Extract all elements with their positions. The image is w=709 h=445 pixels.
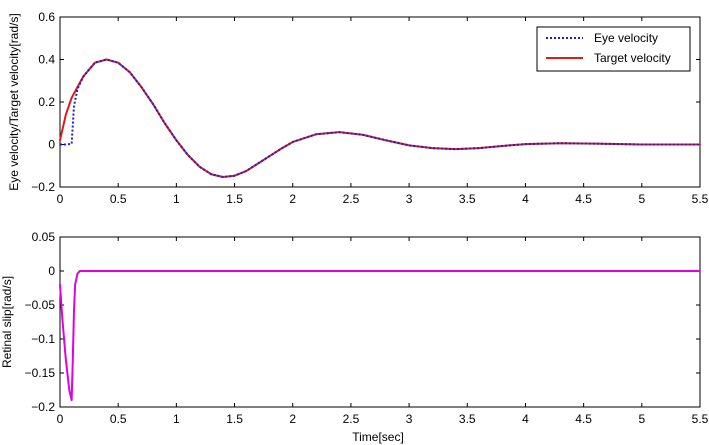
top-y-tick-label: 0.2 [38, 95, 55, 109]
top-y-tick-label: 0.6 [38, 10, 55, 24]
top-y-tick-label: 0.4 [38, 53, 55, 67]
top-x-tick-label: 3.5 [459, 192, 476, 206]
bottom-plot-ylabel: Retinal slip[rad/s] [0, 276, 14, 368]
bottom-series-line-0 [59, 270, 701, 402]
bottom-plot-area [59, 236, 701, 408]
legend-box [536, 26, 691, 72]
bottom-y-tick-label: −0.1 [31, 332, 55, 346]
bottom-y-tick-label: −0.05 [25, 298, 56, 312]
bottom-plot-xlabel: Time[sec] [352, 430, 404, 444]
top-x-tick-label: 5 [638, 192, 645, 206]
legend-label-eye-velocity: Eye velocity [594, 31, 658, 45]
bottom-x-tick-label: 2 [289, 412, 296, 426]
bottom-y-tick-label: 0 [48, 264, 55, 278]
top-x-tick-label: 4 [522, 192, 529, 206]
bottom-plot: 0 0.5 1 1.5 2 2.5 3 3.5 4 4.5 5 5.5 −0.2 −0.15 −0.1 −0.… [0, 230, 709, 444]
bottom-y-tick-label: 0.05 [32, 230, 56, 244]
bottom-x-tick-label: 4.5 [575, 412, 592, 426]
bottom-x-tick-label: 1.5 [226, 412, 243, 426]
top-x-tick-label: 3 [406, 192, 413, 206]
top-x-tick-label: 1.5 [226, 192, 243, 206]
bottom-x-tick-label: 1 [173, 412, 180, 426]
top-x-tick-label: 4.5 [575, 192, 592, 206]
legend: Eye velocity Target velocity [536, 26, 691, 72]
top-x-tick-label: 2.5 [343, 192, 360, 206]
top-y-tick-label: −0.2 [31, 180, 55, 194]
top-x-tick-label: 5.5 [692, 192, 709, 206]
bottom-x-tick-label: 4 [522, 412, 529, 426]
top-x-tick-label: 0.5 [110, 192, 127, 206]
top-plot-ylabel: Eye velocity/Target velocity[rad/s] [7, 13, 21, 190]
bottom-plot-series [59, 270, 701, 402]
bottom-x-tick-label: 5.5 [692, 412, 709, 426]
bottom-x-tick-label: 3.5 [459, 412, 476, 426]
top-x-tick-label: 1 [173, 192, 180, 206]
bottom-x-tick-label: 5 [638, 412, 645, 426]
bottom-x-tick-label: 2.5 [343, 412, 360, 426]
bottom-y-tick-label: −0.15 [25, 366, 56, 380]
top-x-tick-label: 2 [289, 192, 296, 206]
top-y-tick-label: 0 [48, 138, 55, 152]
legend-label-target-velocity: Target velocity [594, 51, 671, 65]
bottom-plot-ticks: 0 0.5 1 1.5 2 2.5 3 3.5 4 4.5 5 5.5 −0.2 −0.15 −0.1 −0.… [25, 230, 709, 426]
top-plot: 0 0.5 1 1.5 2 2.5 3 3.5 4 4.5 5 5.5−0.200.20.40.6 E… [7, 10, 709, 206]
top-x-tick-label: 0 [57, 192, 64, 206]
bottom-y-tick-label: −0.2 [31, 400, 55, 414]
top-series-line-0 [60, 58, 700, 179]
bottom-x-tick-label: 3 [406, 412, 413, 426]
top-plot-series [59, 58, 701, 179]
bottom-x-tick-label: 0.5 [110, 412, 127, 426]
bottom-x-tick-label: 0 [57, 412, 64, 426]
top-plot-ticks: 0 0.5 1 1.5 2 2.5 3 3.5 4 4.5 5 5.5−0.200.20.40.6 [31, 10, 708, 206]
